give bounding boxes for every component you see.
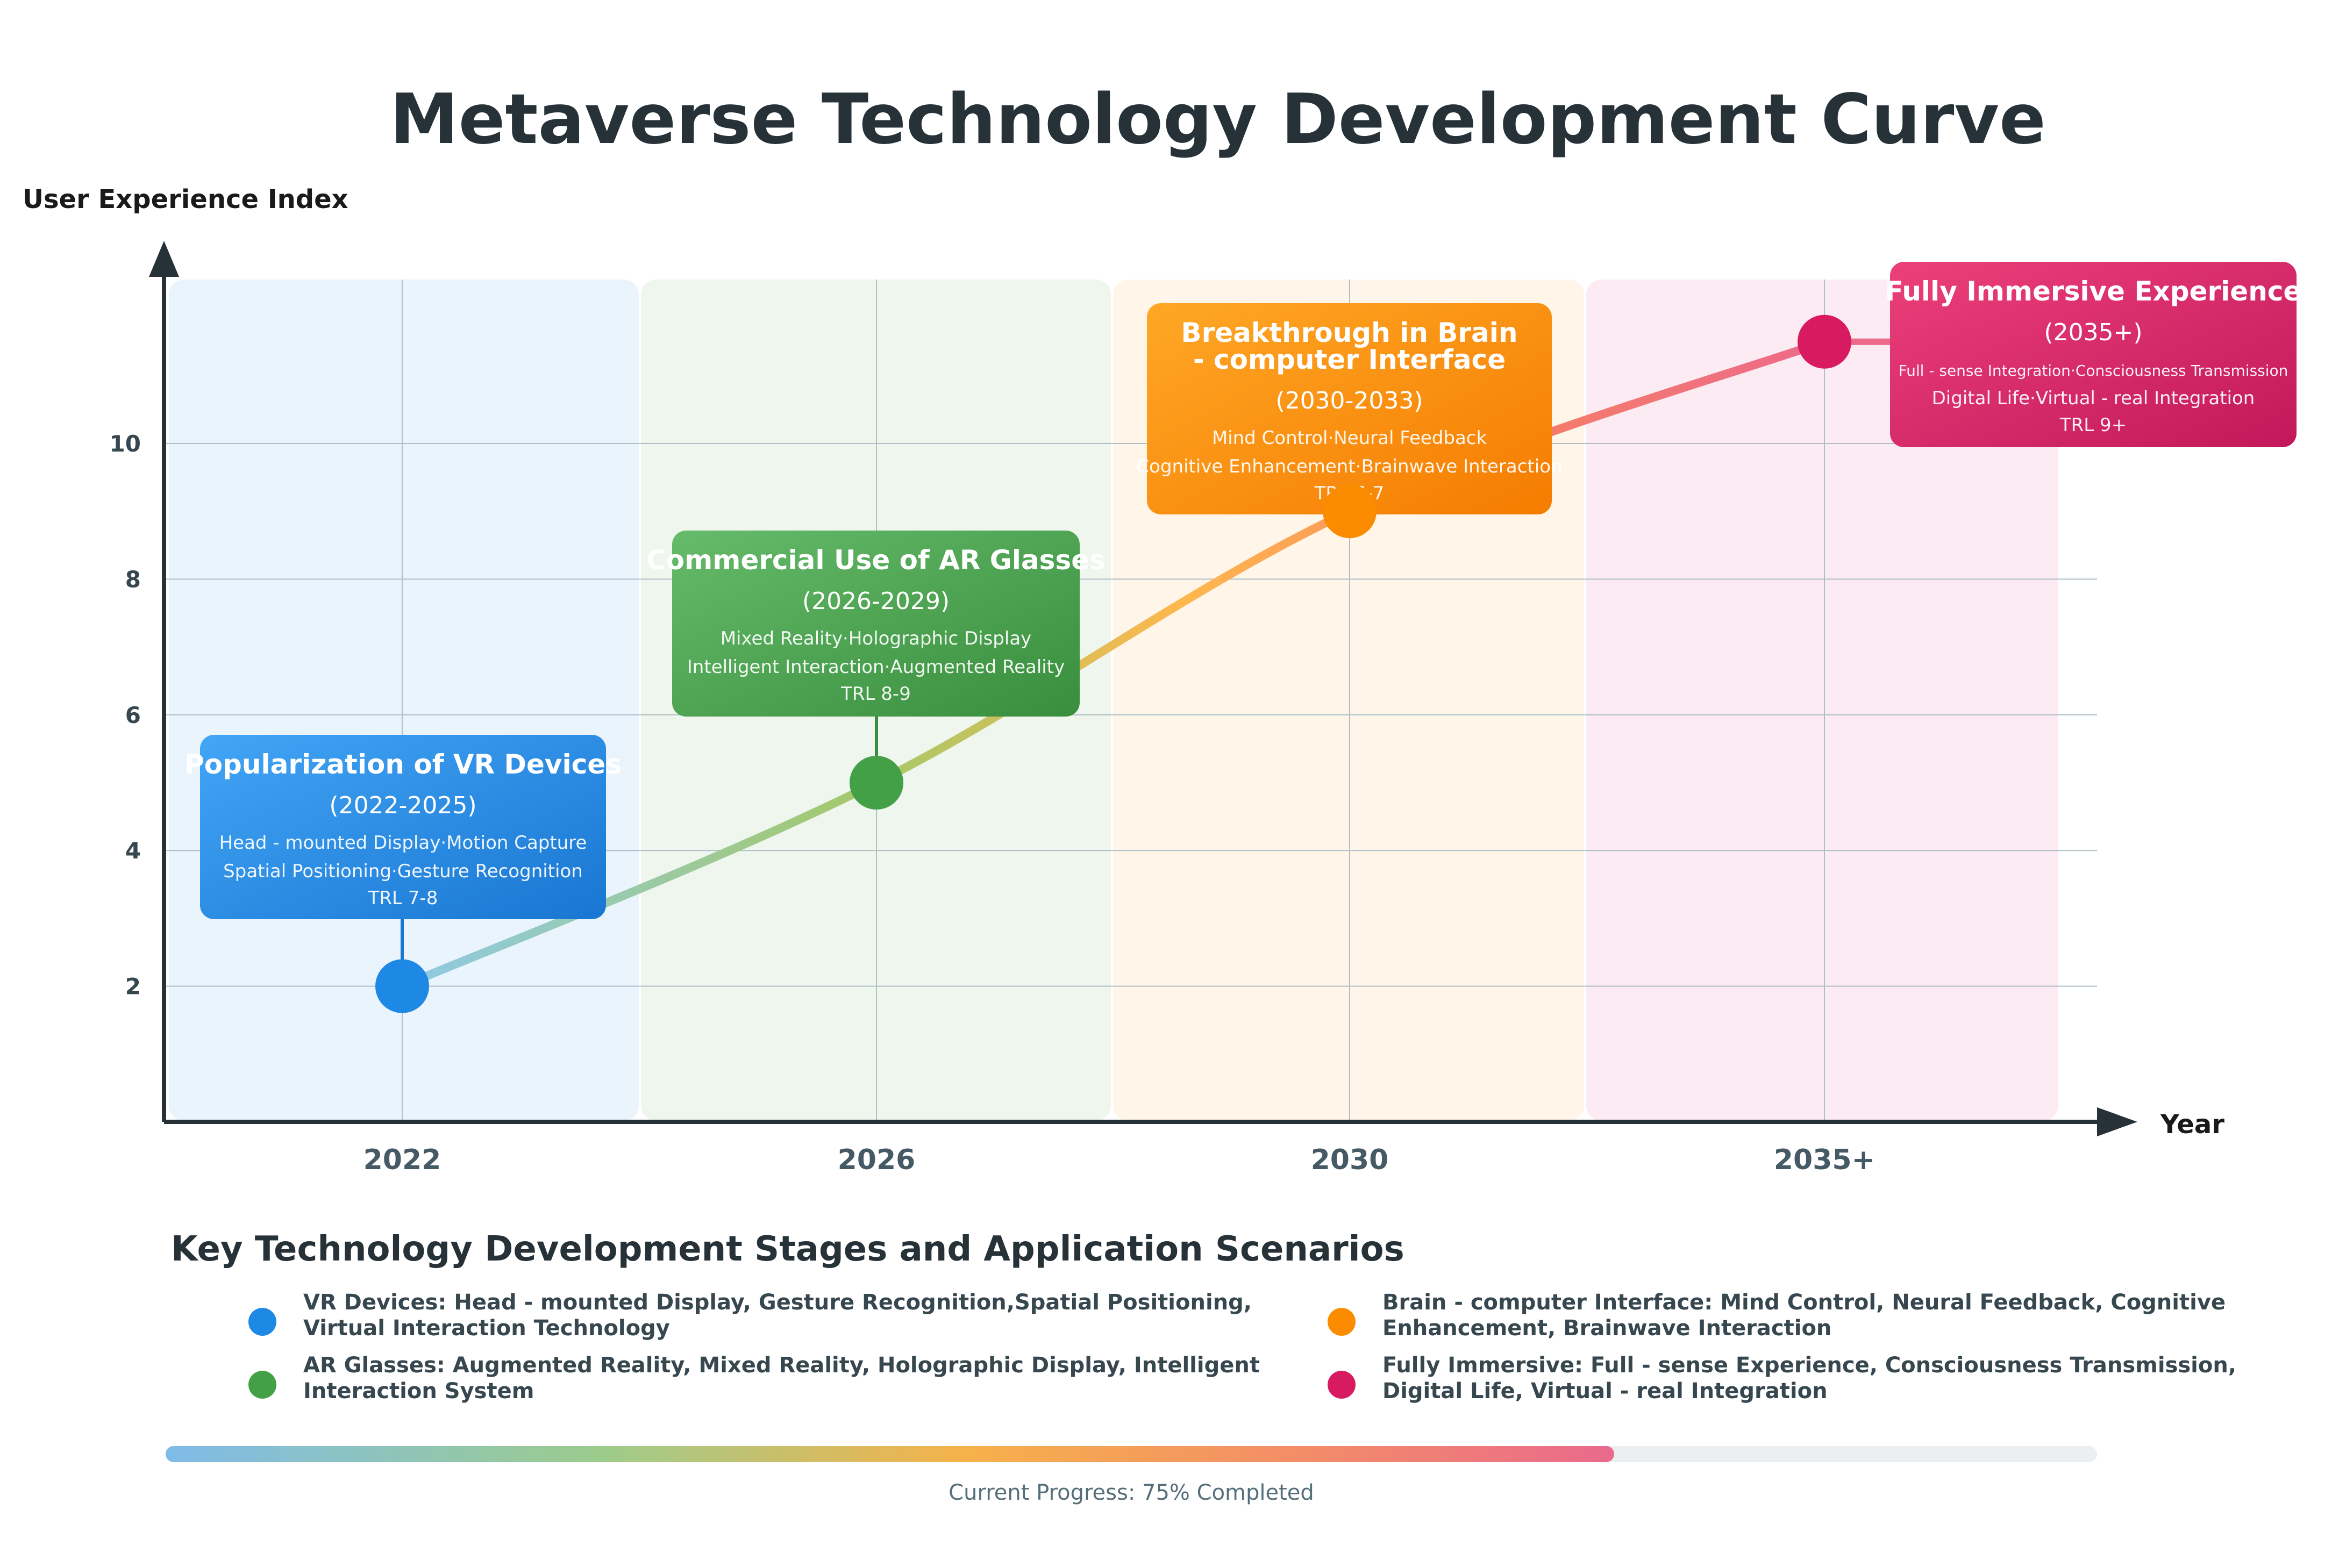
callout-title: Breakthrough in Brain	[1181, 317, 1518, 348]
legend-item: AR Glasses: Augmented Reality, Mixed Rea…	[248, 1353, 1260, 1404]
callout-detail: Spatial Positioning·Gesture Recognition	[223, 861, 583, 882]
callout-box	[672, 531, 1080, 717]
legend-text: VR Devices: Head - mounted Display, Gest…	[303, 1290, 1252, 1315]
callout-title: - computer Interface	[1193, 344, 1506, 375]
stage-callout: Popularization of VR Devices (2022-2025) H…	[184, 735, 622, 986]
y-tick-labels: 2 4 6 8 10	[110, 431, 141, 1000]
callout-years: (2035+)	[2044, 319, 2142, 346]
milestone-point	[850, 756, 903, 810]
stage-callouts: Popularization of VR Devices (2022-2025) H…	[184, 262, 2301, 986]
legend-text: Brain - computer Interface: Mind Control…	[1382, 1290, 2226, 1315]
x-tick-label: 2026	[838, 1144, 916, 1176]
progress-label: Current Progress: 75% Completed	[949, 1480, 1314, 1505]
callout-years: (2022-2025)	[329, 792, 476, 819]
legend-swatch	[248, 1308, 276, 1336]
callout-box	[1147, 303, 1552, 514]
callout-box	[1890, 262, 2297, 447]
stage-callout: Breakthrough in Brain- computer Interfac…	[1136, 303, 1563, 514]
y-tick-label: 8	[125, 566, 141, 592]
legend-swatch	[1328, 1308, 1356, 1336]
callout-years: (2026-2029)	[802, 588, 950, 615]
legend-text: Digital Life, Virtual - real Integration	[1382, 1379, 1828, 1404]
y-tick-label: 6	[125, 702, 141, 728]
curve-line	[398, 337, 1829, 991]
legend-text: Interaction System	[303, 1379, 534, 1404]
legend-item: Fully Immersive: Full - sense Experience…	[1328, 1353, 2236, 1404]
callout-detail: Digital Life·Virtual - real Integration	[1932, 388, 2255, 409]
x-tick-label: 2035+	[1774, 1144, 1875, 1176]
axes	[149, 241, 2137, 1136]
milestone-markers	[375, 314, 1851, 1013]
callout-title: Fully Immersive Experience	[1885, 276, 2302, 307]
legend-item: Brain - computer Interface: Mind Control…	[1328, 1290, 2226, 1341]
legend-swatch	[248, 1371, 276, 1399]
legend: VR Devices: Head - mounted Display, Gest…	[248, 1290, 2236, 1404]
callout-detail: Head - mounted Display·Motion Capture	[219, 832, 587, 854]
callout-detail: TRL 9+	[2059, 414, 2127, 436]
callout-detail: Mixed Reality·Holographic Display	[721, 628, 1032, 649]
callout-detail: TRL 7-8	[368, 887, 438, 909]
callout-box	[200, 735, 606, 919]
progress-fill	[166, 1446, 1614, 1462]
x-axis-title: Year	[2160, 1109, 2224, 1140]
legend-item: VR Devices: Head - mounted Display, Gest…	[248, 1290, 1252, 1341]
stage-band	[1586, 280, 2058, 1121]
legend-text: Enhancement, Brainwave Interaction	[1382, 1316, 1831, 1341]
progress-bar	[166, 1446, 2097, 1462]
legend-text: AR Glasses: Augmented Reality, Mixed Rea…	[303, 1353, 1260, 1378]
stage-callout: Fully Immersive Experience (2035+) Full - …	[1824, 262, 2301, 447]
callout-detail: Full - sense Integration·Consciousness T…	[1899, 362, 2288, 380]
callout-detail: TRL 8-9	[840, 683, 911, 705]
legend-title: Key Technology Development Stages and Ap…	[171, 1229, 1404, 1269]
callout-title: Commercial Use of AR Glasses	[646, 545, 1106, 576]
y-axis-arrow	[149, 241, 179, 277]
y-tick-label: 2	[125, 973, 141, 1000]
y-tick-label: 10	[110, 431, 141, 457]
y-axis-title: User Experience Index	[23, 184, 348, 214]
callout-years: (2030-2033)	[1275, 387, 1423, 414]
x-tick-label: 2030	[1311, 1144, 1389, 1176]
stage-bands	[169, 280, 2058, 1121]
development-curve	[398, 337, 1829, 991]
x-tick-labels: 2022 2026 2030 2035+	[363, 1144, 1876, 1176]
x-tick-label: 2022	[363, 1144, 441, 1176]
chart-title: Metaverse Technology Development Curve	[390, 80, 2046, 160]
callout-detail: Cognitive Enhancement·Brainwave Interact…	[1136, 456, 1562, 477]
milestone-point	[1798, 314, 1851, 369]
callout-detail: Mind Control·Neural Feedback	[1212, 427, 1487, 449]
legend-text: Fully Immersive: Full - sense Experience…	[1382, 1353, 2236, 1378]
y-tick-label: 4	[125, 837, 141, 864]
callout-title: Popularization of VR Devices	[184, 749, 622, 780]
stage-callout: Commercial Use of AR Glasses (2026-2029) M…	[646, 531, 1106, 783]
legend-swatch	[1328, 1371, 1356, 1399]
milestone-point	[1323, 484, 1377, 539]
legend-text: Virtual Interaction Technology	[303, 1316, 670, 1341]
callout-detail: Intelligent Interaction·Augmented Realit…	[687, 656, 1065, 678]
milestone-point	[375, 959, 429, 1013]
x-axis-arrow	[2097, 1107, 2137, 1136]
